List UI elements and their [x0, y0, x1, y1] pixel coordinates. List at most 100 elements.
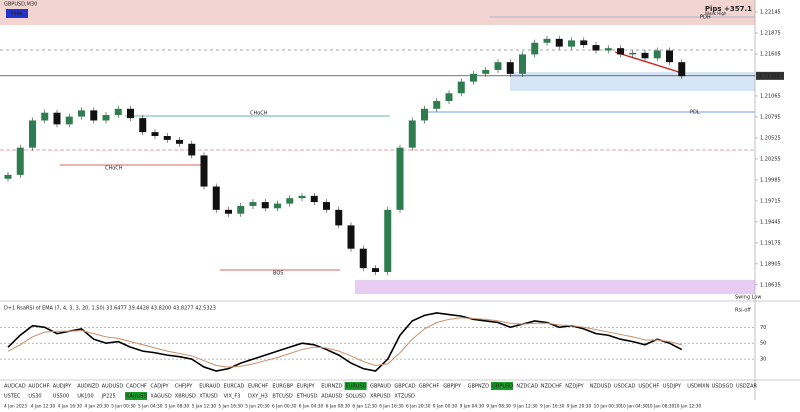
label: CHoCH — [105, 166, 123, 172]
label: PDH — [700, 15, 711, 21]
symbol-button[interactable]: EURUSD — [346, 384, 367, 390]
time-label: 4 Jan 20:30 — [84, 404, 109, 410]
symbol-button[interactable]: EURGBP — [272, 384, 293, 390]
symbol-button[interactable]: EURCHF — [248, 384, 268, 390]
candle-body — [494, 62, 502, 70]
symbol-button[interactable]: XAUUSD — [126, 394, 147, 400]
symbol-button[interactable]: USDZAR — [736, 384, 758, 390]
time-label: 10 Jan 08:30 — [647, 404, 674, 410]
symbol-button[interactable]: GBPCAD — [394, 384, 415, 390]
candle-body — [372, 268, 379, 273]
symbol-button[interactable]: DXY_H3 — [248, 394, 268, 400]
symbol-label: GBPUSD,M30 — [4, 2, 37, 8]
symbol-button[interactable]: NZDUSD — [590, 384, 612, 390]
symbol-button[interactable]: AUDCAD — [4, 384, 26, 390]
price-label: 1.21605 — [760, 52, 781, 58]
hide-button[interactable] — [6, 9, 28, 18]
candle-body — [274, 203, 281, 209]
symbol-button[interactable]: XTZUSD — [394, 394, 415, 400]
symbol-button[interactable]: EURAUD — [199, 384, 220, 390]
symbol-button[interactable]: VIX_F3 — [224, 394, 241, 400]
time-label: 4 Jan 12:30 — [31, 404, 56, 410]
symbol-button[interactable]: XAGUSD — [150, 394, 171, 400]
symbol-button[interactable]: US30 — [28, 394, 41, 400]
label: CHoCH — [250, 111, 268, 117]
symbol-button[interactable]: ETHUSD — [297, 394, 318, 400]
time-label: 9 Jan 20:30 — [567, 404, 592, 410]
time-label: 6 Jan 08:30 — [326, 404, 351, 410]
pips-label: Pips +357.1 — [705, 5, 752, 13]
symbol-button[interactable]: EURNZD — [321, 384, 342, 390]
symbol-button[interactable]: USDCHF — [638, 384, 659, 390]
symbol-button[interactable]: USDMXN — [687, 384, 709, 390]
candle-body — [396, 147, 404, 210]
symbol-button[interactable]: CHFJPY — [175, 384, 194, 390]
candle-body — [482, 69, 490, 74]
symbol-button[interactable]: USDJPY — [663, 384, 682, 390]
candle-body — [41, 112, 49, 121]
symbol-button[interactable]: EURCAD — [224, 384, 245, 390]
symbol-highlight[interactable] — [491, 382, 513, 390]
symbol-button[interactable]: XBRUSD — [175, 394, 196, 400]
candle-body — [151, 132, 159, 137]
symbol-button[interactable]: AUDUSD — [102, 384, 124, 390]
symbol-button[interactable]: CADCHF — [126, 384, 147, 390]
osc-tick-label: 70 — [760, 325, 766, 331]
candle-body — [359, 248, 367, 269]
symbol-button[interactable]: US500 — [53, 394, 69, 400]
trend-line — [614, 51, 683, 74]
candle-body — [568, 40, 575, 47]
symbol-button[interactable]: UK100 — [77, 394, 93, 400]
symbol-button[interactable]: NZDCAD — [516, 384, 538, 390]
candle-body — [261, 202, 269, 209]
time-label: 9 Jan 16:30 — [540, 404, 565, 410]
symbol-button[interactable]: AUDNZD — [77, 384, 99, 390]
symbol-button[interactable]: USDSGD — [712, 384, 734, 390]
candle-body — [139, 118, 147, 133]
symbol-button[interactable]: CADJPY — [150, 384, 169, 390]
symbol-button[interactable]: GBPCHF — [419, 384, 440, 390]
candle-body — [188, 143, 196, 156]
symbol-button[interactable]: AUDJPY — [53, 384, 72, 390]
symbol-button[interactable]: XRPUSD — [370, 394, 391, 400]
symbol-button[interactable]: JP225 — [101, 394, 116, 400]
time-label: 9 Jan 04:30 — [460, 404, 485, 410]
price-label: 1.19175 — [760, 240, 781, 246]
symbol-button[interactable]: GBPUSD — [492, 384, 513, 390]
symbol-button[interactable]: NZDCHF — [541, 384, 562, 390]
candle-body — [641, 52, 649, 59]
candle-body — [29, 120, 36, 148]
symbol-button[interactable]: USDCAD — [614, 384, 636, 390]
symbol-button[interactable]: GBPNZD — [468, 384, 489, 390]
symbol-button[interactable]: GBPJPY — [443, 384, 462, 390]
candle-body — [555, 38, 563, 47]
label: Swing Low — [735, 295, 761, 301]
symbol-button[interactable]: AUDCHF — [28, 384, 49, 390]
time-label: 10 Jan 00:30 — [594, 404, 621, 410]
symbol-highlight[interactable] — [344, 382, 367, 390]
price-label: 1.20525 — [760, 135, 781, 141]
symbol-highlight[interactable] — [125, 392, 147, 400]
candle-body — [200, 155, 208, 187]
symbol-button[interactable]: ADAUSD — [321, 394, 342, 400]
symbol-button[interactable]: SOLUSD — [346, 394, 366, 400]
candle-body — [457, 81, 465, 94]
candle-body — [519, 54, 526, 74]
symbol-button[interactable]: EURJPY — [297, 384, 316, 390]
candle-body — [604, 48, 612, 51]
symbol-button[interactable]: GBPAUD — [370, 384, 391, 390]
symbol-button[interactable]: USTEC — [4, 394, 21, 400]
swing-zone — [355, 280, 755, 294]
hide-button-label[interactable]: Hide — [11, 11, 22, 17]
candle-body — [78, 110, 85, 117]
symbol-button[interactable]: BTCUSD — [272, 394, 293, 400]
price-label: 1.19715 — [760, 198, 781, 204]
symbol-button[interactable]: NZDJPY — [565, 384, 584, 390]
time-label: 5 Jan 00:30 — [111, 404, 136, 410]
time-label: 6 Jan 00:30 — [272, 404, 297, 410]
candle-body — [176, 139, 183, 144]
candle-body — [4, 174, 12, 179]
symbol-button[interactable]: XTIUSD — [199, 394, 218, 400]
candle-body — [310, 195, 318, 203]
candle-body — [16, 147, 24, 175]
